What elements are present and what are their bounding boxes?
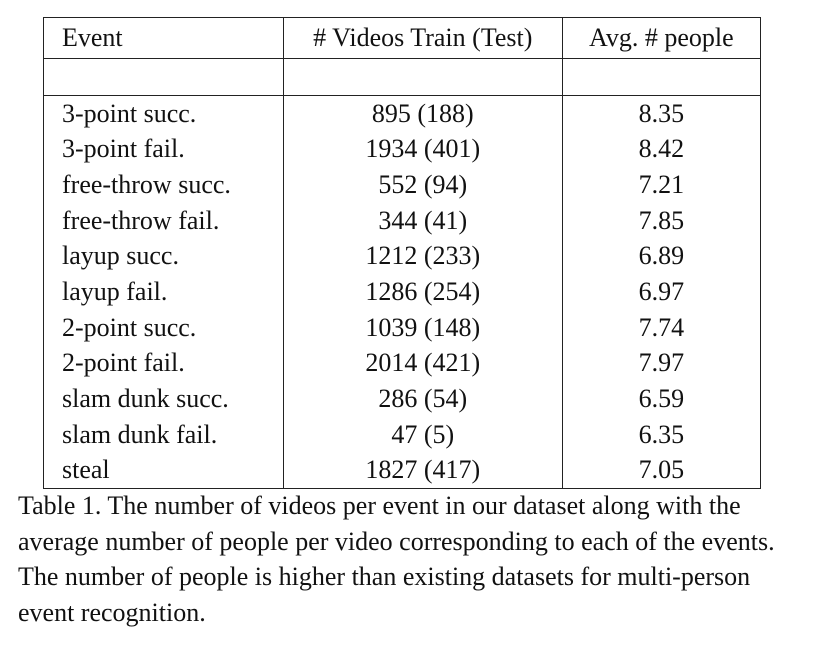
cell-videos: 552 (94) bbox=[282, 167, 563, 203]
cell-event: steal bbox=[43, 452, 284, 490]
data-table-container: Event # Videos Train (Test) Avg. # peopl… bbox=[43, 17, 762, 490]
cell-event: slam dunk succ. bbox=[43, 381, 284, 417]
table-row: 3-point fail. 1934 (401) 8.42 bbox=[43, 131, 762, 168]
table-header: Event # Videos Train (Test) Avg. # peopl… bbox=[43, 17, 762, 59]
table-body: 3-point succ. 895 (188) 8.35 3-point fail. 1… bbox=[43, 58, 762, 490]
cell-videos: 286 (54) bbox=[282, 381, 563, 417]
spacer-row bbox=[43, 58, 762, 96]
cell-people: 8.42 bbox=[561, 131, 762, 168]
table-row: 2-point succ. 1039 (148) 7.74 bbox=[43, 309, 762, 346]
cell-event: 2-point succ. bbox=[43, 309, 284, 346]
header-people: Avg. # people bbox=[561, 17, 762, 59]
cell-videos: 1934 (401) bbox=[282, 131, 563, 168]
cell-videos: 2014 (421) bbox=[282, 345, 563, 382]
cell-videos: 1827 (417) bbox=[282, 452, 563, 490]
table-caption: Table 1. The number of videos per event … bbox=[18, 491, 775, 627]
cell-videos: 1212 (233) bbox=[282, 238, 563, 275]
cell-event: layup fail. bbox=[43, 274, 284, 310]
spacer-cell bbox=[561, 58, 762, 96]
cell-event: layup succ. bbox=[43, 238, 284, 275]
cell-event: 3-point succ. bbox=[43, 94, 284, 132]
cell-people: 7.21 bbox=[561, 167, 762, 203]
table-row: slam dunk succ. 286 (54) 6.59 bbox=[43, 381, 762, 417]
cell-event: slam dunk fail. bbox=[43, 416, 284, 453]
table-row: steal 1827 (417) 7.05 bbox=[43, 452, 762, 490]
table-row: layup succ. 1212 (233) 6.89 bbox=[43, 238, 762, 275]
cell-people: 6.97 bbox=[561, 274, 762, 310]
header-event: Event bbox=[43, 17, 284, 59]
cell-people: 7.85 bbox=[561, 202, 762, 239]
table-row: 3-point succ. 895 (188) 8.35 bbox=[43, 94, 762, 132]
cell-videos: 1039 (148) bbox=[282, 309, 563, 346]
cell-people: 7.74 bbox=[561, 309, 762, 346]
header-row: Event # Videos Train (Test) Avg. # peopl… bbox=[43, 17, 762, 59]
cell-people: 6.89 bbox=[561, 238, 762, 275]
cell-videos: 895 (188) bbox=[282, 94, 563, 132]
cell-event: free-throw succ. bbox=[43, 167, 284, 203]
table-row: slam dunk fail. 47 (5) 6.35 bbox=[43, 416, 762, 453]
cell-people: 6.59 bbox=[561, 381, 762, 417]
table-row: layup fail. 1286 (254) 6.97 bbox=[43, 274, 762, 310]
table-row: 2-point fail. 2014 (421) 7.97 bbox=[43, 345, 762, 382]
cell-videos: 344 (41) bbox=[282, 202, 563, 239]
cell-people: 6.35 bbox=[561, 416, 762, 453]
cell-videos: 1286 (254) bbox=[282, 274, 563, 310]
cell-people: 8.35 bbox=[561, 94, 762, 132]
cell-event: 2-point fail. bbox=[43, 345, 284, 382]
events-table: Event # Videos Train (Test) Avg. # peopl… bbox=[43, 17, 762, 490]
cell-event: 3-point fail. bbox=[43, 131, 284, 168]
header-videos: # Videos Train (Test) bbox=[282, 17, 563, 59]
table-row: free-throw fail. 344 (41) 7.85 bbox=[43, 202, 762, 239]
cell-people: 7.05 bbox=[561, 452, 762, 490]
table-row: free-throw succ. 552 (94) 7.21 bbox=[43, 167, 762, 203]
spacer-cell bbox=[43, 58, 284, 96]
cell-videos: 47 (5) bbox=[282, 416, 563, 453]
cell-event: free-throw fail. bbox=[43, 202, 284, 239]
cell-people: 7.97 bbox=[561, 345, 762, 382]
spacer-cell bbox=[282, 58, 563, 96]
